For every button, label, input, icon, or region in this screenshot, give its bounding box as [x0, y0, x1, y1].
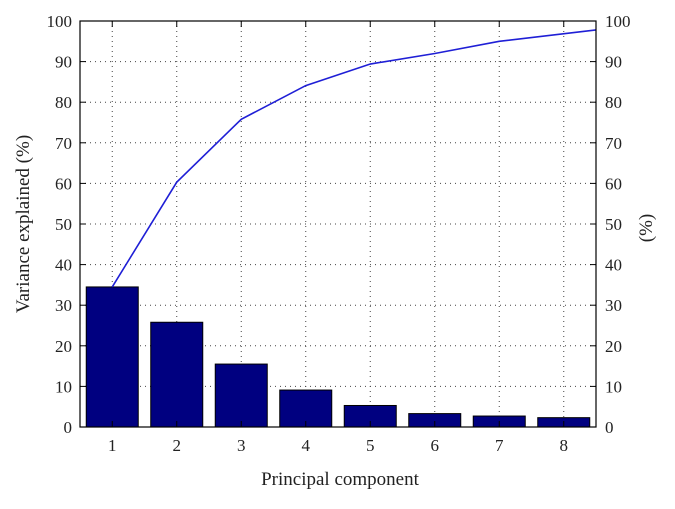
y-tick-label: 60 — [55, 174, 72, 193]
y2-tick-label: 90 — [605, 53, 622, 72]
y2-tick-label: 80 — [605, 93, 622, 112]
y-tick-label: 100 — [47, 12, 73, 31]
bar-component-2 — [151, 322, 203, 427]
x-tick-label: 4 — [302, 436, 311, 455]
x-tick-label: 2 — [173, 436, 182, 455]
y2-tick-label: 100 — [605, 12, 631, 31]
cumulative-line — [112, 30, 596, 287]
y-tick-label: 10 — [55, 377, 72, 396]
y2-tick-label: 20 — [605, 337, 622, 356]
x-tick-label: 1 — [108, 436, 117, 455]
y-tick-label: 50 — [55, 215, 72, 234]
y-tick-label: 90 — [55, 53, 72, 72]
bars-layer — [86, 287, 590, 427]
y-axis-label: Variance explained (%) — [13, 135, 34, 313]
y-tick-label: 40 — [55, 256, 72, 275]
x-tick-label: 3 — [237, 436, 246, 455]
y2-tick-label: 0 — [605, 418, 614, 437]
x-axis-label: Principal component — [261, 469, 419, 490]
y2-tick-label: 70 — [605, 134, 622, 153]
line-layer — [112, 30, 596, 287]
y-tick-label: 80 — [55, 93, 72, 112]
y-tick-label: 30 — [55, 296, 72, 315]
x-tick-label: 8 — [560, 436, 569, 455]
y2-tick-label: 60 — [605, 174, 622, 193]
x-tick-label: 5 — [366, 436, 375, 455]
y2-tick-label: 40 — [605, 256, 622, 275]
y-tick-label: 70 — [55, 134, 72, 153]
y2-tick-label: 50 — [605, 215, 622, 234]
x-tick-label: 6 — [431, 436, 440, 455]
y-tick-label: 20 — [55, 337, 72, 356]
y2-tick-label: 30 — [605, 296, 622, 315]
bar-component-1 — [86, 287, 138, 427]
bar-component-3 — [215, 364, 267, 427]
x-tick-label: 7 — [495, 436, 504, 455]
y2-axis-label: (%) — [636, 214, 657, 242]
y-tick-label: 0 — [64, 418, 73, 437]
y2-tick-label: 10 — [605, 377, 622, 396]
